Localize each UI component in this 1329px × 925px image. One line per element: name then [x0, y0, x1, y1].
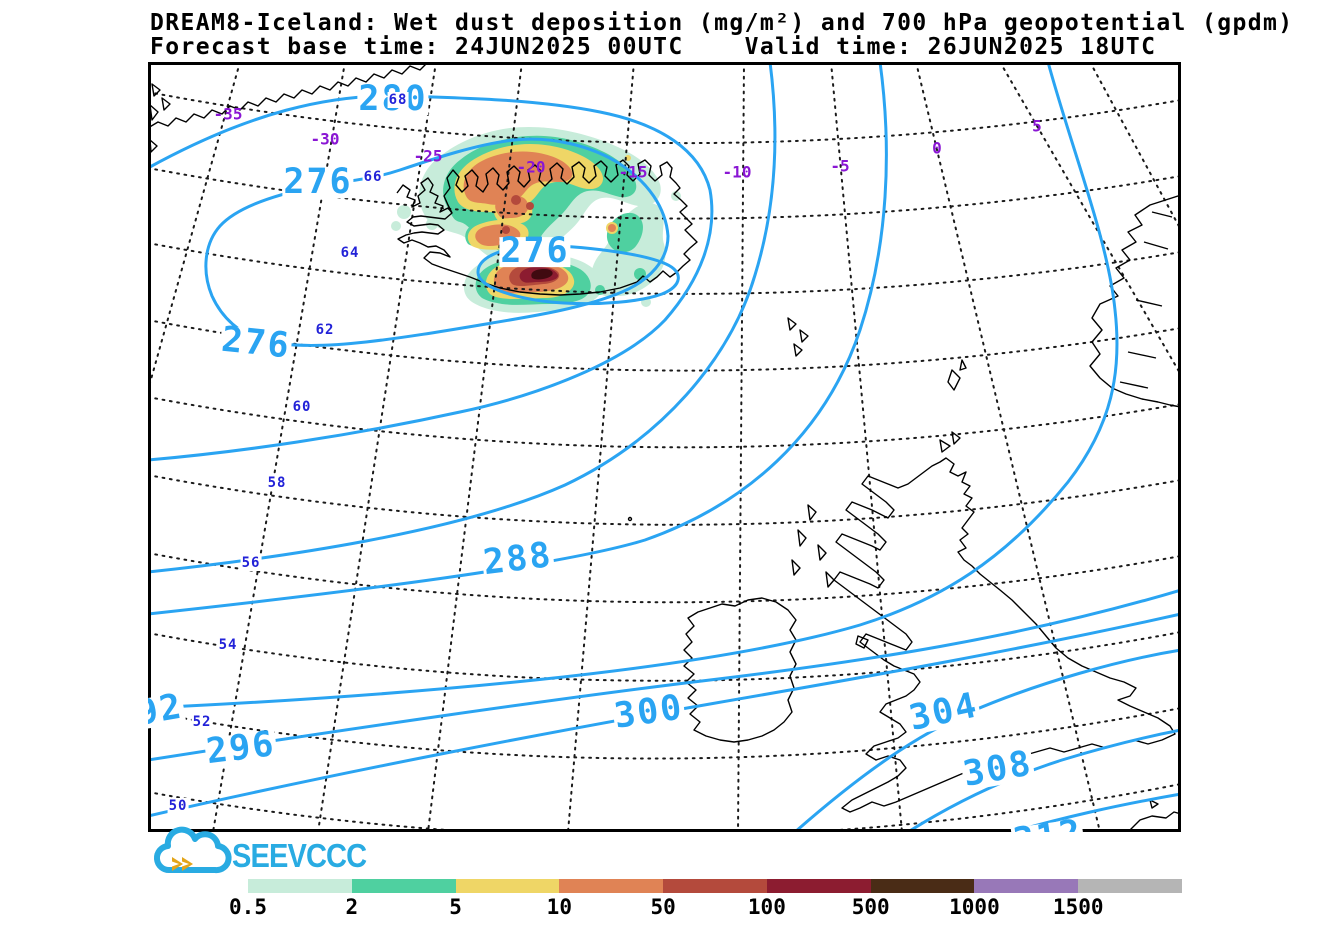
contour-label: 276 [499, 231, 571, 272]
meridian-5w [830, 62, 903, 832]
contour-label: 300 [611, 687, 687, 737]
colorbar-tick-label: 1000 [949, 895, 1000, 919]
coast-shetland-orkney [939, 359, 967, 453]
meridian-10e [1089, 62, 1181, 231]
deposition-colorbar-labels: 0.5 2 5 10 50 100 500 1000 1500 [229, 895, 1182, 921]
latitude-label: 56 [240, 555, 262, 571]
latitude-label: 60 [291, 399, 313, 415]
colorbar-segment [455, 879, 560, 893]
contour-label: 276 [219, 319, 293, 367]
coast-iceland [396, 159, 698, 296]
latitude-label: 54 [217, 637, 239, 653]
coast-faroe [787, 317, 809, 357]
seevccc-logo-text: SEEVCCC [232, 837, 367, 874]
latitude-label: 52 [191, 714, 213, 730]
contour-label: 308 [960, 743, 1036, 795]
parallel-54n [148, 631, 1181, 682]
contour-label: 296 [203, 724, 279, 773]
contour-288 [148, 62, 888, 616]
coast-france [1127, 811, 1181, 832]
norway-fjords [1119, 211, 1173, 389]
colorbar-segment [663, 879, 767, 893]
contour-label: 276 [282, 162, 354, 203]
contour-label: 288 [480, 535, 556, 584]
longitude-label: -5 [830, 156, 850, 176]
chart-title: DREAM8-Iceland: Wet dust deposition (mg/… [150, 10, 1294, 36]
chart-subtitle: Forecast base time: 24JUN2025 00UTC Vali… [150, 34, 1157, 60]
coast-britain [833, 457, 1176, 813]
latitude-label: 66 [362, 169, 384, 185]
coast-norway [1089, 194, 1181, 408]
parallel-58n [148, 474, 1181, 526]
latitude-label: 58 [266, 475, 288, 491]
meridian-15w [567, 62, 635, 832]
deposition-colorbar [248, 879, 1183, 893]
parallel-60n [148, 396, 1181, 449]
colorbar-tick-label: 10 [546, 895, 572, 919]
longitude-label: -30 [310, 129, 340, 149]
longitude-label: -15 [618, 162, 648, 182]
coast-small-isles [791, 504, 869, 649]
longitude-label: 0 [932, 138, 942, 158]
longitude-label: -35 [213, 104, 243, 124]
contour-label: 312 [1010, 813, 1086, 832]
contour-label: 304 [905, 685, 982, 739]
contour-276-outer [204, 137, 670, 347]
geopotential-contours [148, 62, 1181, 832]
parallel-52n [148, 707, 1181, 760]
colorbar-tick-label: 1500 [1052, 895, 1104, 919]
colorbar-tick-label: 0.5 [229, 895, 267, 919]
contour-label: 280 [357, 82, 429, 116]
longitude-label: 5 [1032, 116, 1042, 136]
coastlines [148, 62, 1181, 832]
contour-308 [906, 728, 1181, 832]
seevccc-cloud-icon [154, 826, 232, 874]
colorbar-tick-label: 5 [449, 895, 462, 919]
latitude-label: 64 [339, 245, 361, 261]
contour-300 [148, 612, 1181, 818]
colorbar-segment [974, 879, 1079, 893]
latitude-label: 50 [167, 798, 189, 814]
colorbar-tick-label: 500 [851, 895, 890, 919]
colorbar-tick-label: 100 [747, 895, 786, 919]
colorbar-segment [351, 879, 456, 893]
map-border [148, 62, 1181, 832]
colorbar-segment [248, 879, 352, 893]
longitude-label: -10 [722, 162, 752, 182]
meridian-20w [427, 62, 523, 832]
parallel-68n [148, 91, 1181, 145]
longitude-label: -20 [516, 157, 546, 177]
seevccc-logo: SEEVCCC [148, 834, 368, 880]
latitude-label: 62 [314, 322, 336, 338]
meridian-0 [915, 62, 1101, 832]
meridian-10w [737, 62, 745, 832]
longitude-label: -25 [413, 146, 443, 166]
parallel-56n [148, 552, 1181, 604]
meridian-35w [148, 62, 241, 391]
colorbar-segment [1078, 879, 1183, 893]
coast-greenland [148, 62, 429, 129]
meridian-5e [999, 62, 1181, 376]
contour-296 [148, 588, 1181, 762]
colorbar-tick-label: 50 [650, 895, 676, 919]
colorbar-segment [766, 879, 871, 893]
contour-292 [148, 62, 1119, 710]
colorbar-segment [870, 879, 975, 893]
parallel-62n [148, 319, 1181, 372]
dust-deposition-shading [391, 126, 681, 313]
colorbar-tick-label: 2 [345, 895, 359, 919]
contour-label: 92 [148, 686, 187, 734]
colorbar-segment [559, 879, 664, 893]
coast-ireland [683, 597, 797, 743]
latitude-label: 68 [387, 92, 409, 108]
contour-284 [148, 62, 777, 574]
